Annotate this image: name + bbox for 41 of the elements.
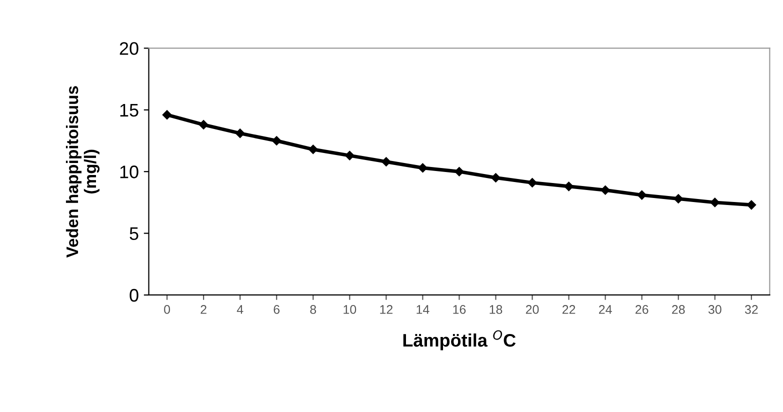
x-tick-label: 4 [236, 305, 244, 314]
y-axis-title: Veden happipitoisuus (mg/l) [66, 86, 100, 258]
x-tick-label: 10 [344, 305, 356, 314]
point [198, 120, 208, 130]
point [637, 190, 646, 200]
y-tick-label: 0 [130, 288, 138, 302]
x-tick-label: 8 [310, 305, 316, 314]
x-tick-label: 22 [562, 305, 576, 314]
point [235, 128, 245, 138]
point [454, 166, 464, 176]
x-tick-label: 20 [526, 305, 539, 314]
point [528, 178, 537, 188]
x-tick-label: 26 [636, 305, 648, 314]
x-tick-label: 12 [380, 305, 393, 314]
x-tick-label: 30 [708, 305, 722, 314]
x-axis-title: Lämpötila $^{O}$C [403, 330, 516, 350]
y-tick-label: 5 [130, 227, 138, 240]
y-tick-label: 15 [120, 104, 138, 117]
point [418, 163, 428, 173]
point [674, 194, 683, 204]
x-tick-label: 0 [164, 305, 170, 314]
x-tick-label: 18 [490, 305, 502, 314]
point [162, 110, 172, 120]
x-tick-label: 6 [274, 305, 280, 314]
x-tick-label: 16 [453, 305, 466, 314]
point [308, 144, 318, 154]
point [600, 185, 610, 195]
point [345, 150, 354, 160]
x-tick-label: 28 [672, 305, 685, 314]
x-tick-label: 14 [416, 305, 430, 314]
point [491, 173, 500, 182]
x-tick-label: 32 [744, 305, 758, 314]
x-tick-label: 2 [200, 305, 206, 314]
point [564, 182, 574, 192]
x-tick-label: 24 [599, 305, 612, 314]
point [746, 200, 756, 210]
point [272, 136, 282, 146]
y-tick-label: 10 [120, 166, 138, 178]
y-tick-label: 20 [120, 42, 138, 55]
point [710, 198, 720, 208]
point [382, 157, 391, 166]
